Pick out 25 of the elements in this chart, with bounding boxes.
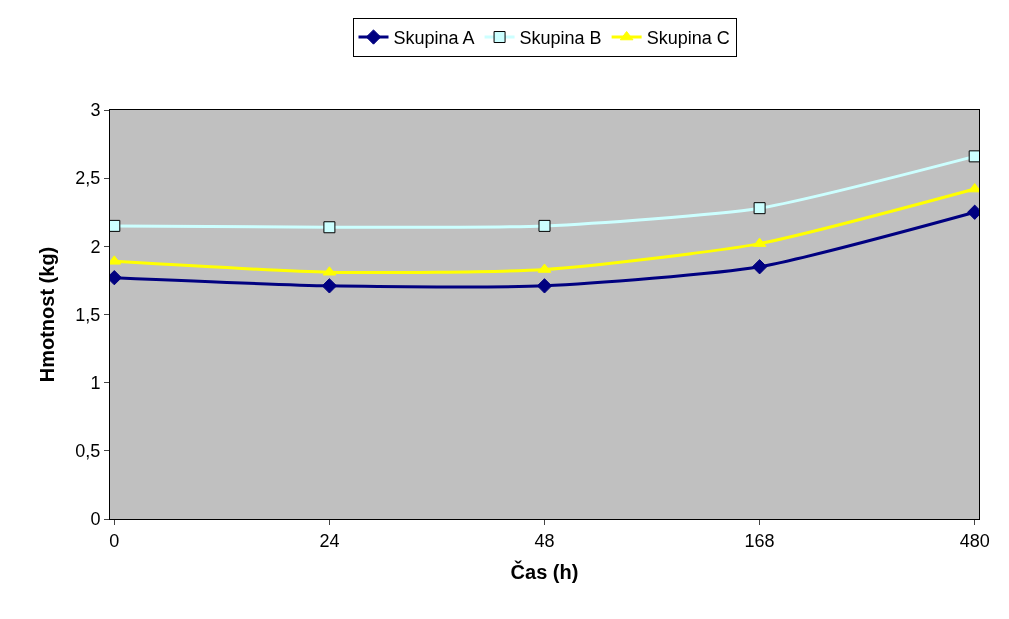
legend-label: Skupina B	[519, 28, 602, 49]
x-tick-label: 168	[744, 530, 775, 551]
legend-label: Skupina C	[646, 28, 730, 49]
y-tick-label: 2,5	[75, 168, 101, 189]
x-tick-label: 24	[319, 530, 340, 551]
point	[538, 219, 551, 232]
x-tick-label: 48	[534, 530, 555, 551]
point	[110, 219, 121, 232]
point	[753, 202, 766, 215]
point	[323, 221, 336, 234]
x-tick-label: 480	[959, 530, 990, 551]
point	[751, 259, 768, 275]
y-tick-label: 1	[90, 372, 101, 393]
point	[968, 150, 979, 163]
y-tick-label: 0,5	[75, 441, 101, 462]
point	[321, 278, 338, 294]
y-tick-label: 1,5	[75, 304, 101, 325]
y-tick-label: 3	[90, 100, 101, 121]
y-axis-title: Hmotnost (kg)	[35, 246, 58, 383]
x-tick-label: 0	[109, 530, 120, 551]
y-tick-label: 0	[90, 509, 101, 530]
x-axis-title: Čas (h)	[510, 560, 579, 584]
y-tick-label: 2	[90, 236, 101, 257]
point	[536, 278, 553, 294]
legend-label: Skupina A	[393, 28, 475, 49]
